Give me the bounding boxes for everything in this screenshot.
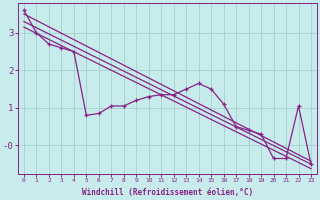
X-axis label: Windchill (Refroidissement éolien,°C): Windchill (Refroidissement éolien,°C) <box>82 188 253 197</box>
